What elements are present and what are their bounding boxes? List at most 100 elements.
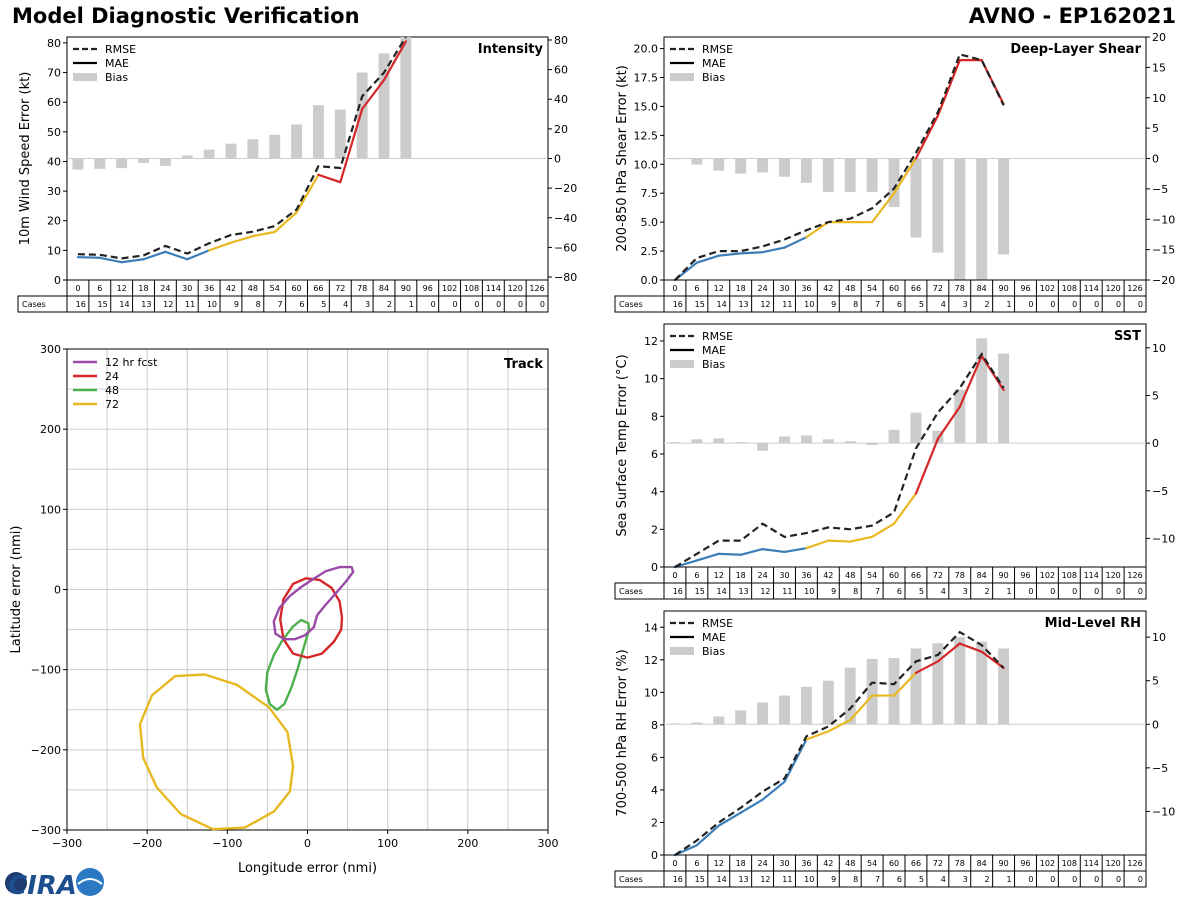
case-count: 8 xyxy=(853,300,858,309)
cira-logo: CIRA xyxy=(5,868,104,900)
case-count: 0 xyxy=(1028,587,1033,596)
case-count: 15 xyxy=(695,300,705,309)
mae-line-segment xyxy=(186,249,211,261)
lead-hour-label: 120 xyxy=(508,284,523,293)
lead-hour-label: 90 xyxy=(998,571,1008,580)
case-count: 9 xyxy=(831,587,836,596)
case-count: 0 xyxy=(1138,300,1143,309)
bias-bar xyxy=(713,716,725,725)
y-tick-label: −100 xyxy=(31,664,61,677)
mae-line-segment xyxy=(120,258,145,264)
x-tick-label: 200 xyxy=(457,837,478,850)
bias-bar xyxy=(822,439,834,444)
case-count: 11 xyxy=(185,300,195,309)
mae-line-segment xyxy=(936,59,961,117)
y-tick-label: 50 xyxy=(47,126,61,139)
case-count: 4 xyxy=(941,587,946,596)
mae-line-segment xyxy=(827,539,852,543)
case-count: 7 xyxy=(875,587,880,596)
case-count: 1 xyxy=(1006,875,1011,884)
y2-tick-label: −15 xyxy=(1152,244,1175,257)
y2-tick-label: 5 xyxy=(1152,389,1159,402)
legend-bias-swatch xyxy=(670,73,694,81)
lead-hour-label: 96 xyxy=(1020,859,1030,868)
mae-line-segment xyxy=(695,552,720,562)
y-tick-label: 0 xyxy=(54,274,61,287)
y2-tick-label: −20 xyxy=(1152,274,1175,287)
legend-label: 24 xyxy=(105,370,119,383)
case-count: 0 xyxy=(540,300,545,309)
bias-bar xyxy=(822,680,834,725)
lead-hour-label: 72 xyxy=(335,284,345,293)
y-tick-label: 20 xyxy=(47,215,61,228)
case-count: 0 xyxy=(1094,300,1099,309)
y-tick-label: 80 xyxy=(47,37,61,50)
bias-bar xyxy=(94,158,106,169)
bias-bar xyxy=(800,158,812,183)
mae-line-segment xyxy=(783,236,808,249)
case-count: 2 xyxy=(387,300,392,309)
bias-bar xyxy=(735,442,747,444)
case-count: 4 xyxy=(941,875,946,884)
lead-hour-label: 48 xyxy=(248,284,258,293)
lead-hour-label: 30 xyxy=(182,284,192,293)
y2-tick-label: −5 xyxy=(1152,183,1168,196)
lead-hour-label: 90 xyxy=(401,284,411,293)
legend-bias-label: Bias xyxy=(702,358,725,371)
y-tick-label: 15.0 xyxy=(634,100,659,113)
case-count: 2 xyxy=(985,875,990,884)
bias-bar xyxy=(844,667,856,725)
case-count: 12 xyxy=(760,875,770,884)
legend-label: 48 xyxy=(105,384,119,397)
case-count: 10 xyxy=(804,875,814,884)
lead-hour-label: 36 xyxy=(801,284,811,293)
lead-hour-label: 30 xyxy=(779,859,789,868)
plot-frame xyxy=(663,323,1147,568)
case-count: 13 xyxy=(141,300,151,309)
case-count: 3 xyxy=(963,300,968,309)
bias-bar xyxy=(669,442,681,444)
lead-hour-label: 36 xyxy=(801,571,811,580)
bias-bar xyxy=(757,443,769,451)
panel-intensity: 01020304050607080−80−60−40−2002040608010… xyxy=(17,34,577,313)
y-tick-label: 200 xyxy=(40,423,61,436)
case-count: 10 xyxy=(804,587,814,596)
y2-tick-label: −60 xyxy=(554,241,577,254)
y-tick-label: 0 xyxy=(54,584,61,597)
bias-bar xyxy=(844,441,856,444)
lead-hour-label: 24 xyxy=(757,859,767,868)
mae-line-segment xyxy=(208,241,233,252)
case-count: 2 xyxy=(985,300,990,309)
lead-hour-label: 66 xyxy=(911,284,921,293)
y-tick-label: 60 xyxy=(47,96,61,109)
y-tick-label: 4 xyxy=(651,784,658,797)
bias-bar xyxy=(910,158,922,238)
legend-rmse-label: RMSE xyxy=(702,43,733,56)
case-count: 11 xyxy=(782,587,792,596)
mae-line-segment xyxy=(914,660,939,674)
mae-line-segment xyxy=(739,251,764,255)
y-tick-label: 6 xyxy=(651,448,658,461)
lead-hour-label: 108 xyxy=(464,284,479,293)
lead-hour-label: 18 xyxy=(736,284,746,293)
lead-hour-label: 6 xyxy=(694,284,699,293)
case-count: 6 xyxy=(299,300,304,309)
mae-line-segment xyxy=(382,40,407,82)
bias-bar xyxy=(779,436,790,444)
lead-hour-label: 84 xyxy=(977,859,987,868)
lead-hour-label: 90 xyxy=(998,859,1008,868)
mae-line-segment xyxy=(980,650,1005,670)
lead-hour-label: 84 xyxy=(977,571,987,580)
lead-hour-label: 18 xyxy=(736,859,746,868)
lead-hour-label: 24 xyxy=(757,571,767,580)
panel-title: Mid-Level RH xyxy=(1045,616,1141,631)
cases-row xyxy=(614,582,1147,600)
bias-bar xyxy=(735,158,747,174)
case-count: 5 xyxy=(919,875,924,884)
y2-tick-label: 0 xyxy=(1152,437,1159,450)
lead-hour-label: 96 xyxy=(1020,284,1030,293)
lead-hour-label: 108 xyxy=(1062,571,1077,580)
logo-globe-right xyxy=(76,868,104,896)
bias-bar xyxy=(866,158,878,192)
bias-bar xyxy=(866,658,878,725)
